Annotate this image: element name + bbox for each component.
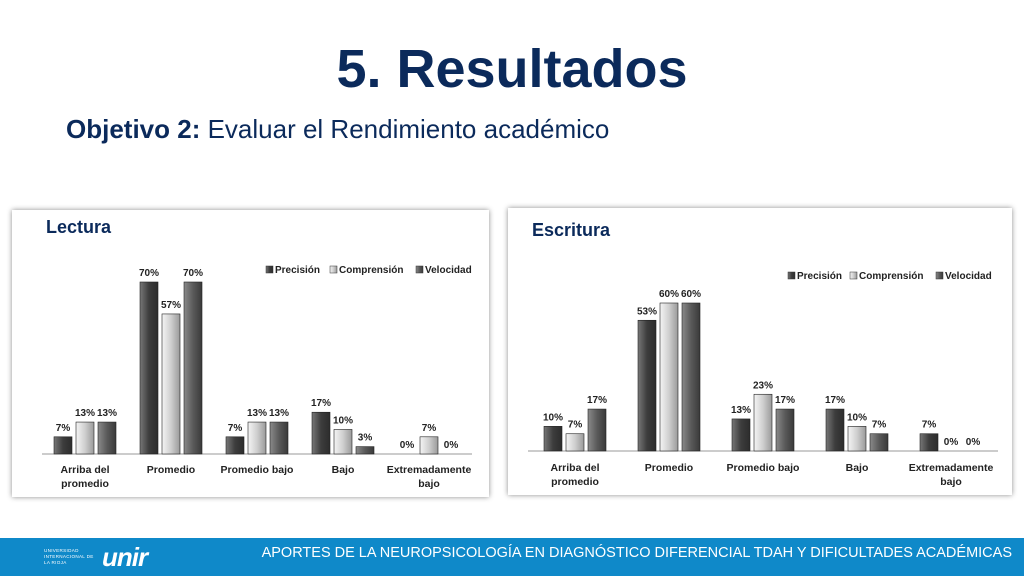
legend-swatch bbox=[415, 265, 424, 274]
bar bbox=[543, 426, 563, 452]
chart-lectura: Lectura Precisión Comprensión Velocidad 7% 13… bbox=[42, 217, 472, 490]
bar bbox=[825, 408, 845, 452]
category-label: Promedio bajo bbox=[221, 464, 294, 476]
footer-bar: UNIVERSIDAD INTERNACIONAL DE LA RIOJA un… bbox=[0, 538, 1024, 576]
data-label: 70% bbox=[139, 268, 159, 279]
bar bbox=[355, 446, 375, 455]
category-label: Arriba del bbox=[60, 464, 109, 476]
data-label: 7% bbox=[872, 420, 887, 431]
legend-swatch bbox=[787, 271, 796, 280]
bar bbox=[311, 411, 331, 455]
data-label: 60% bbox=[659, 289, 679, 300]
category-label: Promedio bajo bbox=[727, 462, 800, 474]
category-label: Promedio bbox=[645, 462, 693, 474]
chart-panel-lectura: Lectura Precisión Comprensión Velocidad 7% 13… bbox=[12, 210, 489, 497]
legend-label: Comprensión bbox=[339, 265, 403, 276]
data-label: 7% bbox=[922, 420, 937, 431]
category-label: Extremadamente bbox=[387, 464, 472, 476]
bar bbox=[139, 281, 159, 455]
data-label: 53% bbox=[637, 306, 657, 317]
bar bbox=[225, 436, 245, 455]
footer-text: APORTES DE LA NEUROPSICOLOGÍA EN DIAGNÓS… bbox=[261, 545, 1012, 561]
data-label: 13% bbox=[269, 408, 289, 419]
bar bbox=[75, 421, 95, 455]
bar bbox=[847, 426, 867, 452]
data-label: 0% bbox=[400, 440, 415, 451]
category-label: promedio bbox=[551, 476, 599, 488]
category-label: promedio bbox=[61, 478, 109, 490]
bar bbox=[183, 281, 203, 455]
data-label: 17% bbox=[587, 395, 607, 406]
bar bbox=[247, 421, 267, 455]
data-label: 7% bbox=[568, 420, 583, 431]
bar bbox=[419, 436, 439, 455]
data-label: 13% bbox=[731, 405, 751, 416]
slide-subtitle: Objetivo 2: Evaluar el Rendimiento acadé… bbox=[66, 114, 609, 145]
legend-swatch bbox=[265, 265, 274, 274]
subtitle-objective-text: Evaluar el Rendimiento académico bbox=[200, 114, 610, 144]
data-label: 13% bbox=[75, 408, 95, 419]
data-label: 0% bbox=[966, 437, 981, 448]
chart-escritura: Escritura Precisión Comprensión Velocidad 10… bbox=[528, 220, 998, 488]
category-label: Extremadamente bbox=[909, 462, 994, 474]
chart-panel-escritura: Escritura Precisión Comprensión Velocidad 10… bbox=[508, 208, 1012, 495]
data-label: 17% bbox=[775, 395, 795, 406]
category-label: Bajo bbox=[846, 462, 869, 474]
data-label: 10% bbox=[333, 415, 353, 426]
legend-swatch bbox=[935, 271, 944, 280]
legend-label: Velocidad bbox=[945, 271, 992, 282]
legend-swatch bbox=[329, 265, 338, 274]
category-label: Promedio bbox=[147, 464, 195, 476]
legend-label: Velocidad bbox=[425, 265, 472, 276]
unir-logo: unir bbox=[102, 542, 148, 572]
category-label: bajo bbox=[418, 478, 440, 490]
data-label: 17% bbox=[311, 398, 331, 409]
data-label: 23% bbox=[753, 380, 773, 391]
data-label: 70% bbox=[183, 268, 203, 279]
data-label: 60% bbox=[681, 289, 701, 300]
slide-title: 5. Resultados bbox=[336, 39, 688, 99]
data-label: 7% bbox=[422, 423, 437, 434]
bar bbox=[731, 418, 751, 452]
bar bbox=[775, 408, 795, 452]
data-label: 0% bbox=[444, 440, 459, 451]
bar bbox=[565, 433, 585, 452]
bar bbox=[161, 313, 181, 455]
category-label: bajo bbox=[940, 476, 962, 488]
category-label: Arriba del bbox=[550, 462, 599, 474]
data-label: 13% bbox=[247, 408, 267, 419]
legend-swatch bbox=[849, 271, 858, 280]
bar bbox=[753, 393, 773, 452]
subtitle-objective-label: Objetivo 2: bbox=[66, 114, 201, 144]
category-label: Bajo bbox=[332, 464, 355, 476]
bar bbox=[681, 302, 701, 452]
bar bbox=[333, 429, 353, 455]
chart-title: Lectura bbox=[46, 217, 112, 237]
data-label: 3% bbox=[358, 433, 373, 444]
bar bbox=[97, 421, 117, 455]
bar bbox=[269, 421, 289, 455]
bar bbox=[53, 436, 73, 455]
data-label: 10% bbox=[847, 412, 867, 423]
data-label: 57% bbox=[161, 300, 181, 311]
bar bbox=[659, 302, 679, 452]
data-label: 0% bbox=[944, 437, 959, 448]
bar bbox=[587, 408, 607, 452]
data-label: 17% bbox=[825, 395, 845, 406]
legend-label: Comprensión bbox=[859, 271, 923, 282]
data-label: 7% bbox=[228, 423, 243, 434]
data-label: 13% bbox=[97, 408, 117, 419]
bar bbox=[919, 433, 939, 452]
unir-logo-small-text: UNIVERSIDAD INTERNACIONAL DE LA RIOJA bbox=[44, 548, 94, 565]
data-label: 10% bbox=[543, 412, 563, 423]
bar bbox=[869, 433, 889, 452]
legend-label: Precisión bbox=[275, 265, 320, 276]
legend-label: Precisión bbox=[797, 271, 842, 282]
chart-title: Escritura bbox=[532, 220, 611, 240]
bar bbox=[637, 319, 657, 452]
data-label: 7% bbox=[56, 423, 71, 434]
